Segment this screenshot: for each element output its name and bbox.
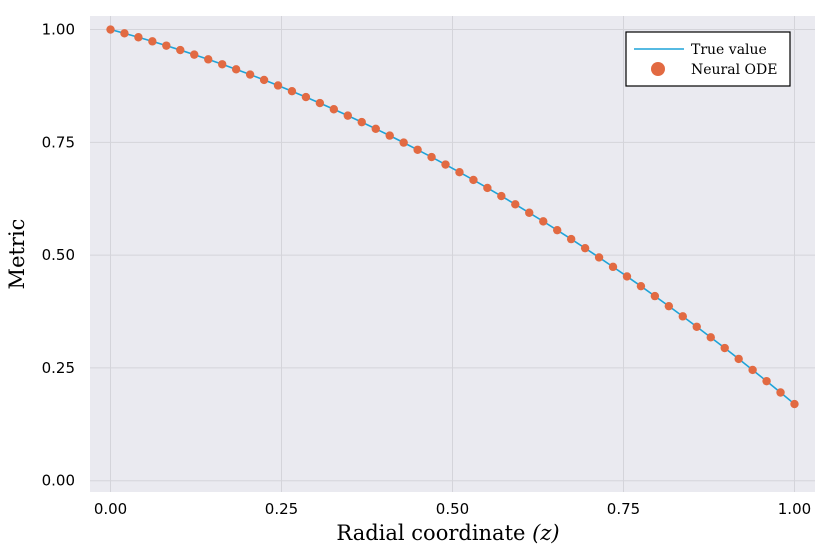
neural-ode-point	[106, 25, 115, 34]
neural-ode-point	[525, 208, 534, 217]
neural-ode-point	[413, 145, 422, 154]
neural-ode-point	[259, 75, 269, 85]
neural-ode-point	[231, 65, 241, 74]
neural-ode-point	[734, 354, 743, 364]
neural-ode-point	[594, 253, 604, 262]
y-tick-label: 1.00	[42, 21, 75, 39]
neural-ode-point	[706, 333, 715, 342]
neural-ode-point	[120, 29, 129, 38]
x-axis-label: Radial coordinate (z)	[336, 521, 559, 545]
legend-true-value-label: True value	[691, 42, 767, 58]
neural-ode-point	[692, 322, 701, 331]
y-axis-label: Metric	[5, 219, 29, 290]
neural-ode-point	[273, 81, 283, 90]
neural-ode-point	[762, 376, 771, 386]
neural-ode-point	[566, 234, 576, 244]
grid	[90, 16, 815, 492]
neural-ode-point	[399, 138, 408, 147]
neural-ode-point	[622, 272, 632, 281]
x-tick-label: 0.75	[607, 500, 640, 518]
neural-ode-point	[148, 37, 157, 46]
neural-ode-point	[469, 175, 478, 185]
neural-ode-point	[497, 191, 506, 201]
neural-ode-point	[343, 111, 352, 120]
y-tick-label: 0.25	[42, 359, 75, 377]
x-axis-ticks: 0.00 0.25 0.50 0.75 1.00	[94, 500, 811, 518]
neural-ode-point	[790, 399, 799, 409]
neural-ode-point	[539, 217, 548, 226]
neural-ode-point	[580, 243, 590, 253]
neural-ode-point	[315, 98, 325, 108]
x-tick-label: 0.00	[94, 500, 127, 518]
y-axis-ticks: 0.00 0.25 0.50 0.75 1.00	[42, 21, 75, 490]
neural-ode-point	[664, 301, 674, 311]
neural-ode-point	[162, 41, 171, 50]
y-tick-label: 0.50	[42, 246, 75, 264]
neural-ode-point	[427, 152, 436, 162]
series-neural-ode	[106, 25, 799, 409]
neural-ode-point	[636, 281, 646, 291]
legend-box	[625, 31, 791, 87]
neural-ode-point	[678, 312, 687, 321]
neural-ode-point	[287, 87, 297, 96]
neural-ode-point	[455, 168, 464, 177]
legend-neural-ode-label: Neural ODE	[691, 62, 777, 78]
legend-neural-ode-swatch	[651, 62, 665, 76]
neural-ode-point	[720, 343, 729, 353]
x-tick-label: 0.50	[436, 500, 469, 518]
neural-ode-point	[748, 365, 757, 375]
x-tick-label: 1.00	[778, 500, 811, 518]
neural-ode-point	[776, 388, 785, 397]
neural-ode-point	[441, 160, 450, 169]
neural-ode-point	[608, 262, 618, 272]
neural-ode-point	[218, 60, 227, 69]
neural-ode-point	[385, 131, 394, 140]
neural-ode-point	[134, 33, 143, 42]
neural-ode-point	[371, 124, 380, 133]
neural-ode-point	[329, 105, 339, 114]
neural-ode-point	[357, 117, 366, 127]
neural-ode-point	[301, 92, 311, 102]
neural-ode-point	[553, 225, 562, 235]
y-tick-label: 0.75	[42, 133, 75, 151]
neural-ode-point	[176, 45, 185, 55]
x-tick-label: 0.25	[265, 500, 298, 518]
neural-ode-point	[245, 70, 255, 79]
neural-ode-point	[483, 183, 492, 193]
neural-ode-point	[650, 291, 660, 301]
neural-ode-point	[204, 55, 213, 64]
neural-ode-point	[511, 200, 520, 209]
neural-ode-point	[190, 50, 199, 59]
legend: True value Neural ODE	[625, 31, 791, 87]
y-tick-label: 0.00	[42, 472, 75, 490]
